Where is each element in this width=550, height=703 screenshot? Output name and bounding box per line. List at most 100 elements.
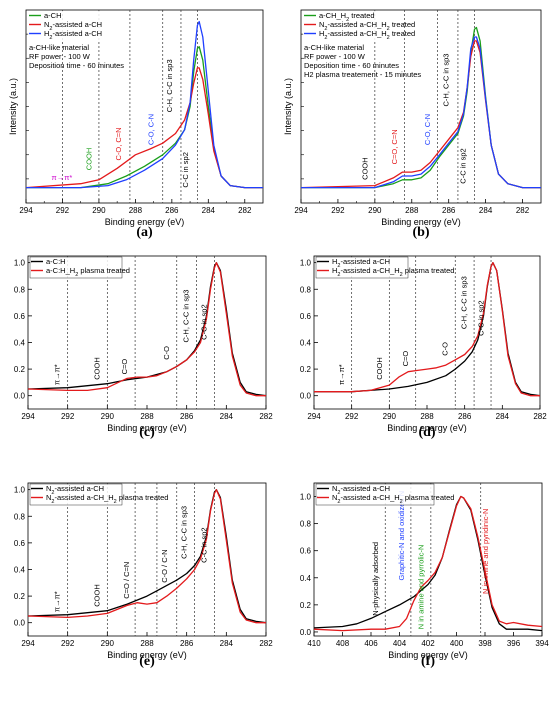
x-tick-label: 408 (336, 639, 350, 648)
series-line (27, 489, 266, 624)
x-tick-label: 396 (507, 639, 521, 648)
legend-label: N2-assisted a-CH_H2 treated (319, 20, 415, 32)
y-tick-label: 0.4 (300, 574, 312, 583)
legend-label: N2-assisted a-CH_H2 plasma treated (46, 493, 168, 505)
x-tick-label: 286 (458, 412, 472, 421)
peak-annotation: N in imine and pyridinic-N (481, 509, 490, 594)
panel-letter: (f) (421, 654, 435, 669)
y-tick-label: 0.0 (14, 619, 26, 628)
peak-annotation: N-physically adsorbed (371, 542, 380, 616)
x-tick-label: 402 (421, 639, 435, 648)
x-tick-label: 410 (307, 639, 321, 648)
series-line (26, 20, 263, 189)
y-tick-label: 0.2 (300, 601, 312, 610)
x-axis-title: Binding energy (eV) (107, 423, 187, 433)
legend-label: N2-assisted a-CH_H2 plasma treated (332, 493, 454, 505)
info-text: a-CH-like material (304, 43, 364, 52)
peak-annotation: π→π* (52, 173, 73, 182)
x-tick-label: 290 (101, 639, 115, 648)
plot-frame (27, 482, 267, 637)
peak-annotation: C-C in sp2 (200, 304, 209, 339)
y-tick-label: 0.6 (300, 547, 312, 556)
y-tick-label: 0.6 (14, 539, 26, 548)
panel-f: 410 408 406 404 402 400 398 396 394 Binding energ… (300, 482, 549, 669)
x-tick-label: 294 (21, 412, 35, 421)
peak-annotation: COOH (92, 584, 101, 607)
peak-annotation: C-O (162, 346, 171, 360)
series-line (27, 262, 267, 397)
series-line (301, 36, 541, 189)
series-line (314, 262, 540, 397)
panel-b: 294 292 290 288 286 284 282 Binding energy (eV)… (283, 9, 542, 240)
info-text: RF power - 100 W (304, 52, 366, 61)
x-tick-label: 294 (294, 206, 308, 215)
legend-label: H2-assisted a-CH_H2 plasma treated (332, 266, 454, 278)
peak-annotation: C-O, C-N (423, 114, 432, 145)
peak-annotation: C-C in sp2 (458, 148, 467, 183)
x-tick-label: 288 (405, 206, 419, 215)
y-tick-label: 1.0 (14, 259, 26, 268)
x-tick-label: 406 (364, 639, 378, 648)
x-tick-label: 286 (180, 639, 194, 648)
info-text: a-CH-like material (29, 43, 89, 52)
plot-frame (313, 255, 541, 410)
x-tick-label: 282 (259, 412, 273, 421)
y-tick-label: 0.2 (300, 365, 312, 374)
y-tick-label: 0.8 (300, 520, 312, 529)
legend-label: N2-assisted a-CH (332, 484, 390, 496)
info-text: Deposition time - 60 minutes (304, 61, 399, 70)
legend-label: a-CH_H2 treated (319, 11, 375, 23)
legend-label: H2-assisted a-CH (332, 257, 390, 269)
y-tick-label: 0.6 (300, 312, 312, 321)
peak-annotation: C-O (441, 342, 450, 356)
legend-box (315, 483, 435, 506)
legend-label: H2-assisted a-CH_H2 treated (319, 29, 415, 41)
peak-annotation: C-H, C-C in sp3 (165, 59, 174, 112)
x-tick-label: 288 (420, 412, 434, 421)
x-tick-label: 282 (533, 412, 547, 421)
y-tick-label: 0.4 (14, 565, 26, 574)
x-tick-label: 292 (61, 639, 75, 648)
peak-annotation: C=O (401, 351, 410, 367)
peak-annotation: C-O, C=N (114, 127, 123, 160)
x-tick-label: 286 (165, 206, 179, 215)
x-tick-label: 290 (368, 206, 382, 215)
peak-annotation: C-O, C-N (147, 114, 156, 145)
x-axis-title: Binding energy (eV) (388, 650, 468, 660)
x-tick-label: 292 (331, 206, 345, 215)
x-tick-label: 292 (61, 412, 75, 421)
info-text: H2 plasma treatement - 15 minutes (304, 70, 421, 79)
legend-box (29, 256, 123, 279)
peak-annotation: C-H, C-C in sp3 (182, 290, 191, 343)
y-tick-label: 1.0 (300, 259, 312, 268)
series-line (313, 495, 543, 632)
x-tick-label: 282 (516, 206, 530, 215)
x-tick-label: 284 (202, 206, 216, 215)
peak-annotation: C-C in sp2 (181, 152, 190, 187)
y-tick-label: 0.8 (14, 512, 26, 521)
legend-box (29, 483, 123, 506)
panel-letter: (e) (139, 654, 155, 669)
y-tick-label: 0.6 (14, 312, 26, 321)
x-axis-title: Binding energy (eV) (107, 650, 187, 660)
y-tick-label: 0.2 (14, 592, 26, 601)
peak-annotation: N in amine and pyrrolic-N (417, 545, 426, 630)
legend-label: N2-assisted a-CH (46, 484, 104, 496)
x-tick-label: 400 (450, 639, 464, 648)
x-tick-label: 284 (220, 412, 234, 421)
legend-box (315, 256, 409, 279)
legend-label: N2-assisted a-CH (44, 20, 102, 32)
legend-label: H2-assisted a-CH (44, 29, 102, 41)
panel-letter: (a) (136, 225, 153, 240)
x-tick-label: 404 (393, 639, 407, 648)
x-tick-label: 284 (496, 412, 510, 421)
x-tick-label: 282 (238, 206, 252, 215)
x-tick-label: 292 (56, 206, 70, 215)
peak-annotation: π→π* (53, 364, 62, 385)
panel-letter: (b) (412, 225, 429, 240)
x-tick-label: 288 (129, 206, 143, 215)
peak-annotation: π→π* (337, 364, 346, 385)
x-tick-label: 292 (345, 412, 359, 421)
peak-annotation: C=O / C=N (122, 562, 131, 599)
